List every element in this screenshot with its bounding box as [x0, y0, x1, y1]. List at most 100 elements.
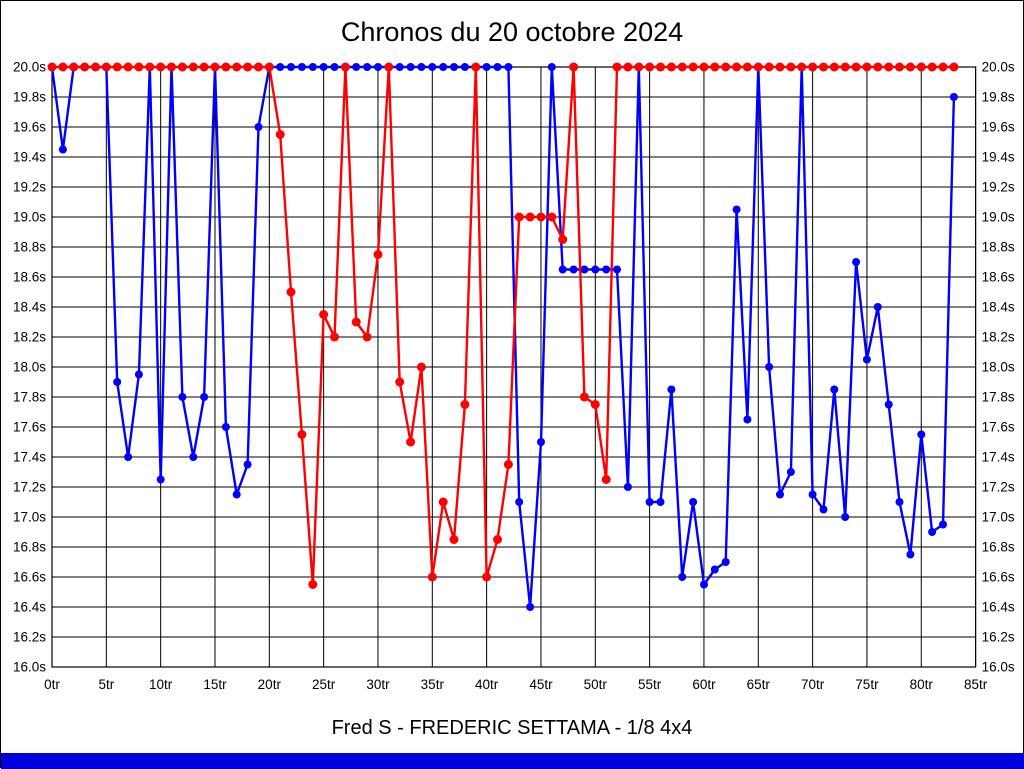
driver-blue-data-point — [406, 63, 415, 71]
y-axis-tick-label-left: 19.4s — [13, 150, 46, 165]
y-axis-tick-label-right: 17.0s — [982, 510, 1015, 525]
driver-blue-data-point — [547, 63, 556, 71]
driver-red-data-point — [427, 572, 437, 582]
driver-red-data-point — [264, 62, 274, 72]
driver-red-data-point — [569, 62, 579, 72]
driver-red-data-point — [395, 377, 405, 387]
driver-red-data-point — [438, 497, 448, 507]
y-axis-tick-label-left: 17.0s — [13, 510, 46, 525]
driver-red-data-point — [503, 460, 513, 469]
driver-red-data-point — [167, 62, 176, 72]
driver-blue-data-point — [276, 63, 285, 71]
driver-red-data-point — [645, 62, 655, 72]
driver-blue-data-point — [200, 393, 209, 401]
y-axis-tick-label-right: 16.8s — [982, 540, 1015, 555]
driver-blue-data-point — [852, 258, 861, 266]
x-axis-tick-label: 70tr — [801, 677, 825, 692]
driver-red-data-point — [601, 475, 611, 484]
driver-red-data-point — [351, 317, 361, 327]
driver-red-data-point — [590, 400, 600, 409]
driver-blue-data-point — [515, 498, 524, 506]
driver-blue-data-point — [482, 63, 491, 71]
plot-border — [51, 66, 977, 668]
driver-blue-data-point — [884, 400, 893, 409]
driver-blue-data-point — [113, 378, 122, 386]
driver-blue-data-point — [395, 63, 404, 71]
y-axis-tick-label-right: 19.0s — [982, 210, 1015, 225]
driver-blue-data-point — [569, 265, 578, 274]
page-title: Chronos du 20 octobre 2024 — [340, 17, 684, 47]
driver-blue-data-point — [580, 265, 589, 274]
y-axis-tick-label-left: 16.0s — [13, 660, 46, 675]
driver-blue-data-point — [710, 565, 719, 574]
driver-red-data-point — [123, 62, 133, 72]
driver-red-data-point — [514, 212, 524, 222]
y-axis-tick-label-left: 19.0s — [13, 210, 46, 225]
driver-red-data-point — [895, 62, 904, 72]
driver-red-data-point — [819, 62, 828, 72]
driver-blue-data-point — [830, 385, 839, 394]
driver-red-data-point — [482, 572, 492, 582]
y-axis-tick-label-right: 18.8s — [982, 240, 1015, 255]
driver-red-data-point — [275, 130, 285, 139]
driver-red-data-point — [80, 62, 90, 72]
driver-blue-data-point — [330, 63, 339, 71]
y-axis-tick-label-right: 19.8s — [982, 90, 1015, 105]
driver-blue-data-point — [786, 468, 795, 476]
driver-red-data-point — [340, 62, 350, 72]
driver-blue-data-point — [308, 63, 317, 71]
driver-blue-data-point — [493, 63, 502, 71]
driver-red-data-point — [710, 62, 720, 72]
driver-red-data-point — [677, 62, 687, 72]
driver-blue-data-point — [656, 498, 665, 506]
y-axis-tick-label-left: 18.4s — [13, 300, 46, 315]
x-axis-tick-label: 15tr — [203, 677, 227, 692]
driver-red-data-point — [688, 62, 698, 72]
driver-red-data-point — [884, 62, 894, 72]
driver-blue-data-point — [928, 528, 937, 536]
driver-blue-data-point — [243, 460, 252, 469]
driver-blue-data-point — [134, 370, 143, 379]
driver-red-data-point — [199, 62, 209, 72]
driver-red-data-point — [862, 62, 872, 72]
driver-red-data-point — [254, 62, 263, 72]
driver-red-data-point — [286, 287, 296, 297]
driver-blue-data-point — [232, 490, 241, 499]
driver-red-data-point — [493, 535, 502, 544]
x-axis-tick-label: 0tr — [44, 677, 60, 692]
driver-blue-data-point — [689, 498, 698, 506]
driver-blue-data-point — [374, 63, 382, 71]
driver-red-data-point — [460, 400, 470, 409]
driver-red-data-point — [297, 430, 307, 439]
driver-red-data-point — [612, 62, 622, 72]
y-axis-tick-label-left: 17.6s — [13, 420, 46, 435]
driver-red-data-point — [69, 62, 79, 72]
driver-red-data-point — [416, 362, 426, 372]
y-axis-tick-label-right: 19.4s — [982, 150, 1015, 165]
y-axis-tick-label-left: 19.6s — [13, 120, 46, 135]
driver-blue-data-point — [873, 303, 882, 311]
driver-red-data-point — [406, 437, 416, 447]
driver-red-data-point — [243, 62, 253, 72]
driver-red-data-point — [764, 62, 774, 72]
driver-blue-data-point — [363, 63, 372, 71]
y-axis-tick-label-right: 17.4s — [982, 450, 1015, 465]
driver-red-data-point — [449, 535, 459, 544]
driver-blue-data-point — [417, 63, 426, 71]
driver-red-data-point — [188, 62, 198, 72]
driver-red-data-point — [797, 62, 807, 72]
y-axis-tick-label-left: 17.4s — [13, 450, 46, 465]
driver-red-data-point — [525, 212, 535, 222]
driver-red-data-point — [634, 62, 644, 72]
driver-blue-data-point — [602, 265, 611, 274]
driver-red-data-point — [471, 62, 481, 72]
driver-blue-data-point — [221, 423, 230, 431]
driver-blue-data-point — [776, 490, 784, 499]
driver-blue-data-point — [319, 63, 328, 71]
driver-blue-data-point — [667, 385, 676, 394]
driver-red-data-point — [330, 332, 339, 342]
driver-blue-data-point — [949, 93, 958, 101]
driver-red-data-point — [232, 62, 242, 72]
y-axis-tick-label-right: 17.2s — [982, 480, 1015, 495]
y-axis-tick-label-left: 18.2s — [13, 330, 46, 345]
